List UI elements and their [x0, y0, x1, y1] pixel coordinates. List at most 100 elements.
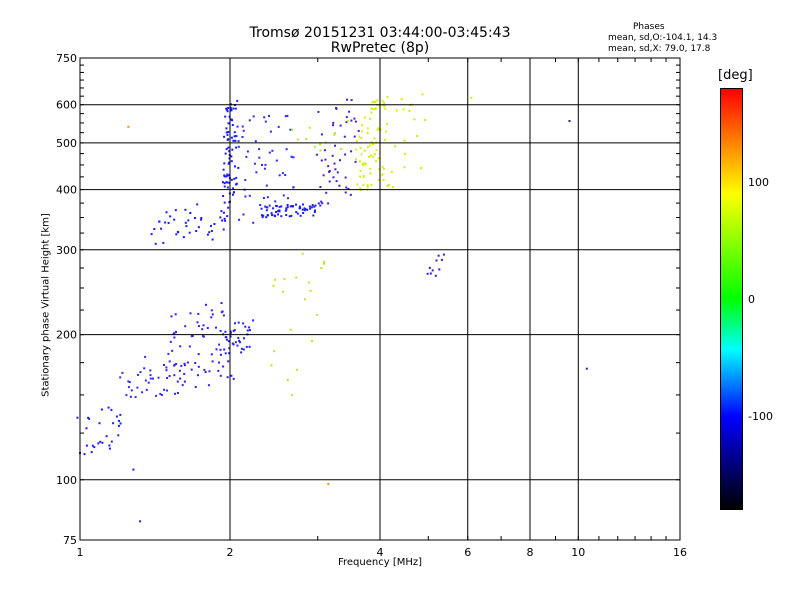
data-point-o: [206, 327, 209, 329]
data-point-o: [231, 124, 234, 126]
data-point-o: [149, 374, 152, 377]
data-point-x: [423, 119, 426, 121]
data-point-o: [232, 377, 235, 380]
data-point-o: [230, 155, 233, 158]
data-point-o: [258, 148, 261, 151]
data-point-x: [316, 313, 319, 316]
data-point-x: [364, 116, 367, 119]
data-point-o: [121, 371, 124, 374]
data-point-o: [235, 135, 238, 138]
data-point-o: [227, 340, 230, 343]
data-point-o: [237, 166, 240, 169]
data-point-o: [431, 269, 434, 272]
data-point-o: [219, 329, 222, 332]
data-point-o: [269, 130, 272, 133]
data-point-o: [119, 376, 122, 379]
data-point-o: [180, 364, 183, 367]
data-point-o: [264, 205, 267, 208]
data-point-x: [369, 144, 372, 147]
data-point-o: [157, 376, 160, 379]
data-point-o: [183, 362, 186, 365]
data-point-o: [278, 210, 281, 213]
data-point-o: [219, 216, 222, 219]
data-point-o: [438, 268, 441, 271]
data-point-o: [176, 380, 179, 383]
data-point-o: [191, 335, 194, 337]
data-point-x: [375, 107, 377, 110]
phases-legend-title: Phases: [633, 22, 665, 32]
data-point-o: [186, 361, 189, 364]
data-point-o: [237, 321, 240, 324]
data-point-o: [287, 197, 289, 200]
data-point-o: [274, 215, 276, 218]
data-point-o: [229, 107, 232, 110]
data-point-o: [281, 172, 284, 175]
data-point-x: [360, 137, 363, 140]
data-point-o: [299, 207, 302, 210]
data-point-o: [343, 135, 346, 138]
data-point-o: [332, 121, 335, 124]
data-point-o: [183, 364, 186, 367]
data-point-o: [173, 364, 176, 367]
data-point-x: [291, 394, 294, 397]
data-point-o: [223, 175, 226, 178]
data-point-o: [153, 228, 156, 230]
data-point-o: [128, 381, 131, 384]
data-point-o: [319, 186, 322, 188]
data-point-x: [362, 184, 365, 187]
data-point-o: [136, 386, 139, 389]
data-point-o: [285, 214, 288, 216]
data-point-x: [289, 328, 292, 331]
x-axis-label: Frequency [MHz]: [337, 557, 423, 568]
data-point-o: [327, 202, 330, 205]
data-point-o: [206, 233, 209, 236]
data-point-o: [119, 413, 122, 416]
data-point-o: [194, 386, 197, 388]
data-point-o: [241, 136, 244, 138]
data-point-o: [354, 160, 357, 163]
data-point-o: [238, 218, 241, 221]
data-point-o: [233, 177, 236, 180]
data-point-o: [302, 203, 304, 206]
data-point-isolated: [127, 125, 130, 128]
data-point-o: [179, 345, 182, 348]
data-point-o: [317, 110, 320, 113]
data-point-o: [324, 158, 327, 161]
data-point-o: [159, 392, 162, 395]
data-point-o: [344, 176, 347, 179]
data-point-o: [231, 148, 234, 151]
data-point-o: [110, 408, 113, 411]
data-point-o: [189, 212, 192, 214]
data-point-o: [228, 352, 231, 355]
data-point-o: [442, 253, 445, 256]
data-point-o: [309, 207, 312, 210]
data-point-o: [290, 155, 293, 158]
data-point-o: [166, 389, 168, 392]
data-point-o: [224, 219, 227, 222]
data-point-x: [370, 111, 373, 114]
data-point-o: [321, 202, 324, 205]
x-tick-label: 10: [571, 546, 585, 559]
data-point-o: [234, 139, 237, 142]
data-point-o: [280, 205, 283, 208]
data-point-x: [291, 129, 294, 131]
data-point-o: [301, 208, 304, 211]
data-point-o: [286, 204, 289, 206]
data-point-o: [149, 369, 152, 372]
data-point-o: [147, 381, 150, 384]
data-point-x: [367, 146, 370, 149]
data-point-x: [420, 167, 423, 170]
data-point-o: [435, 259, 438, 262]
data-point-o: [228, 150, 231, 153]
data-point-o: [248, 194, 251, 197]
data-point-o: [280, 215, 283, 218]
data-point-o: [327, 165, 330, 168]
data-point-x: [319, 143, 322, 146]
data-point-x: [383, 102, 386, 105]
data-point-o: [179, 377, 182, 380]
data-point-o: [176, 392, 179, 394]
data-point-isolated: [568, 120, 571, 122]
data-point-x: [370, 141, 373, 144]
data-point-o: [232, 329, 235, 332]
